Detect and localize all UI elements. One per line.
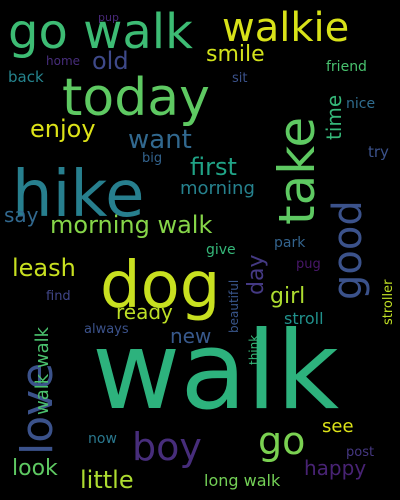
word-girl: girl: [270, 284, 306, 309]
word-old: old: [92, 47, 129, 75]
word-want: want: [128, 125, 192, 155]
word-enjoy: enjoy: [30, 115, 96, 143]
word-back: back: [8, 68, 44, 86]
word-take: take: [268, 116, 326, 225]
word-first: first: [190, 153, 237, 181]
word-morning: morning: [180, 178, 255, 199]
word-stroll: stroll: [284, 309, 324, 328]
word-happy: happy: [304, 456, 367, 480]
word-park: park: [274, 235, 306, 251]
word-morning-walk: morning walk: [50, 211, 213, 239]
word-now: now: [88, 431, 117, 447]
word-little: little: [80, 466, 134, 494]
word-go: go: [258, 419, 306, 463]
word-ready: ready: [116, 300, 173, 324]
word-always: always: [84, 322, 129, 337]
word-walk: walk: [92, 309, 340, 434]
word-pup: pup: [98, 11, 119, 24]
word-smile: smile: [206, 42, 265, 67]
word-say: say: [4, 203, 39, 227]
word-today: today: [62, 68, 210, 128]
word-go-walk: go walk: [8, 4, 193, 60]
word-hike: hike: [12, 158, 145, 232]
word-look: look: [12, 456, 58, 481]
word-see: see: [322, 416, 354, 437]
word-try: try: [368, 143, 389, 161]
word-find: find: [46, 289, 71, 304]
word-sit: sit: [232, 71, 248, 86]
word-give: give: [206, 242, 236, 258]
word-pug: pug: [296, 257, 321, 272]
word-time: time: [322, 94, 346, 140]
word-post: post: [346, 445, 375, 460]
word-long-walk: long walk: [204, 471, 281, 490]
word-day: day: [244, 254, 269, 295]
word-leash: leash: [12, 254, 76, 282]
word-think: think: [247, 334, 261, 365]
word-walk-walk: walk walk: [32, 326, 53, 415]
word-good: good: [325, 200, 371, 300]
word-home: home: [46, 54, 81, 68]
word-dog: dog: [100, 249, 221, 323]
word-boy: boy: [132, 425, 202, 469]
word-walkie: walkie: [222, 5, 350, 51]
word-new: new: [170, 324, 212, 348]
word-friend: friend: [326, 59, 367, 75]
word-nice: nice: [346, 96, 376, 112]
word-beautiful: beautiful: [227, 279, 241, 333]
word-stroller: stroller: [381, 279, 396, 325]
word-big: big: [142, 151, 163, 166]
